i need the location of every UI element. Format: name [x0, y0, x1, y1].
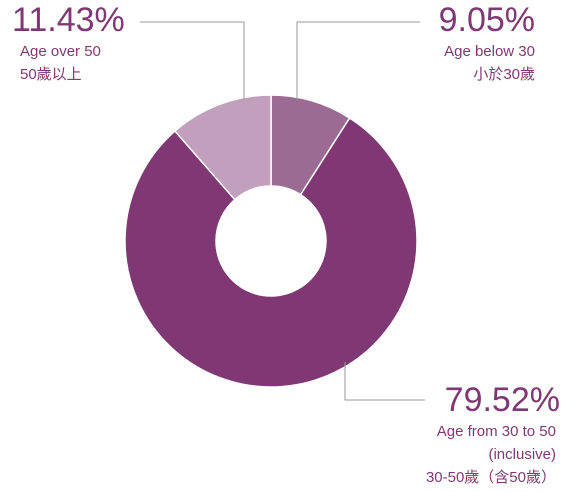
donut-slice	[124, 116, 418, 388]
value-label: 9.05%	[439, 1, 535, 39]
donut-slice	[173, 94, 272, 201]
leader-line	[344, 362, 425, 401]
category-label: 小於30歲	[473, 66, 535, 83]
category-label: Age from 30 to 50	[437, 423, 556, 440]
leader-line	[140, 21, 245, 100]
category-label: Age below 30	[444, 43, 535, 60]
category-label: Age over 50	[20, 43, 101, 60]
category-label: 50歲以上	[20, 66, 82, 83]
value-label: 11.43%	[12, 1, 125, 39]
leader-line	[296, 21, 420, 100]
category-label: 30-50歲（含50歲）	[426, 469, 556, 486]
value-label: 79.52%	[445, 381, 560, 419]
category-label: (inclusive)	[488, 446, 556, 463]
